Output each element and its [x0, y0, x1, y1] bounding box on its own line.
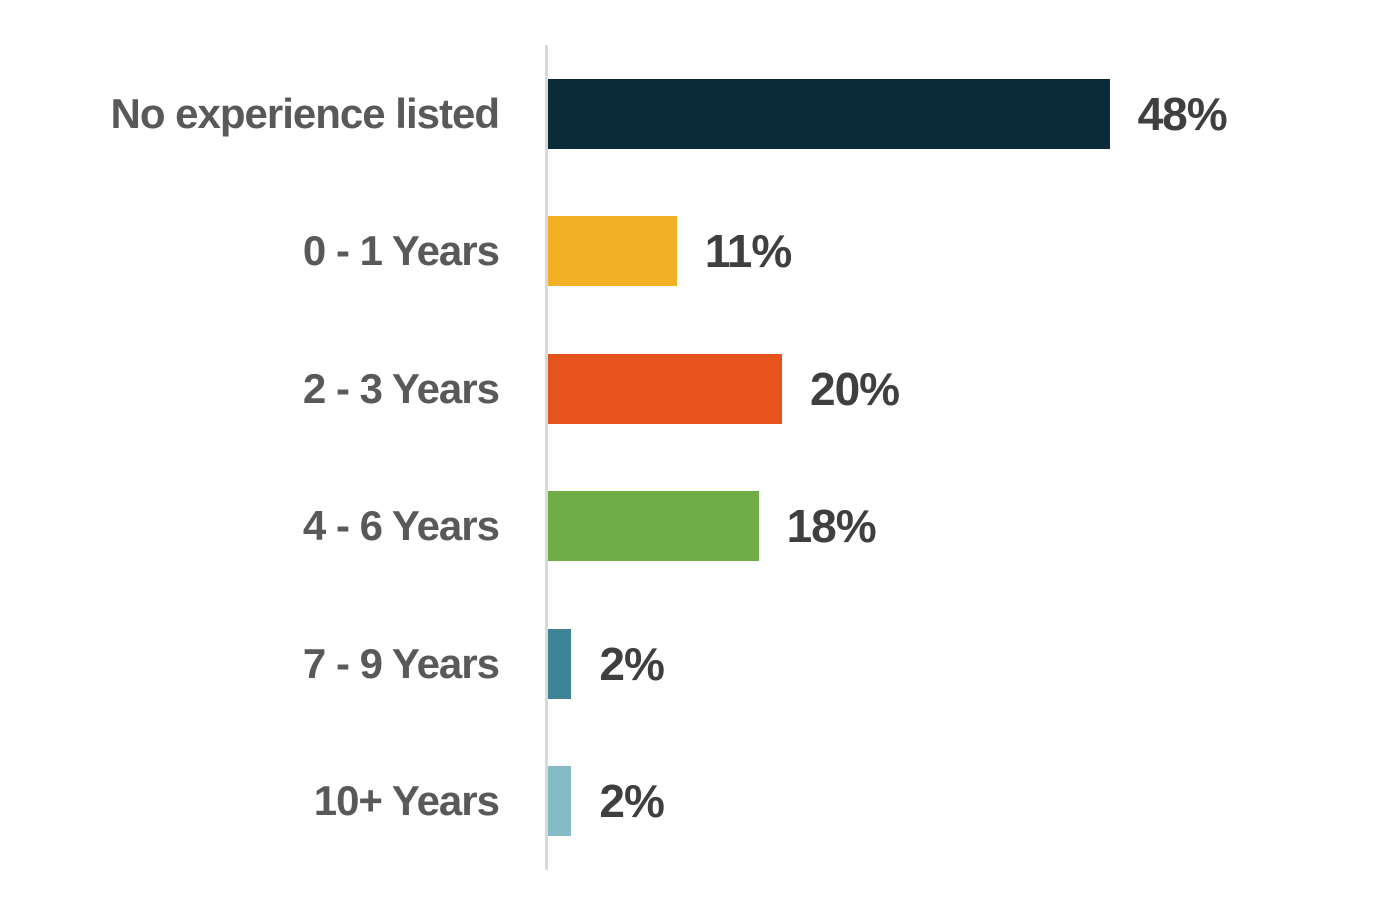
- chart-row-4-6-years: 4 - 6 Years 18%: [0, 458, 1383, 596]
- bar-7-9-years: [548, 628, 572, 699]
- bar-wrap: 48%: [545, 78, 1228, 149]
- category-label: 2 - 3 Years: [302, 364, 500, 412]
- value-label: 11%: [704, 225, 793, 278]
- chart-row-no-experience: No experience listed 48%: [0, 45, 1383, 183]
- bar-4-6-years: [548, 491, 759, 562]
- bar-wrap: 18%: [545, 491, 877, 562]
- chart-row-10-plus-years: 10+ Years 2%: [0, 733, 1383, 871]
- value-label: 48%: [1137, 87, 1228, 140]
- value-label: 2%: [599, 637, 664, 690]
- chart-rows: No experience listed 48% 0 - 1 Years 11%…: [0, 45, 1383, 870]
- bar-wrap: 20%: [545, 353, 900, 424]
- value-label: 18%: [786, 500, 877, 553]
- bar-wrap: 2%: [545, 766, 665, 837]
- category-label: 0 - 1 Years: [302, 227, 500, 275]
- bar-wrap: 11%: [545, 216, 793, 287]
- value-label: 2%: [599, 775, 664, 828]
- bar-10-plus-years: [548, 766, 572, 837]
- chart-row-7-9-years: 7 - 9 Years 2%: [0, 595, 1383, 733]
- bar-no-experience: [548, 78, 1110, 149]
- value-label: 20%: [810, 362, 900, 415]
- category-label: 7 - 9 Years: [302, 639, 500, 687]
- bar-wrap: 2%: [545, 628, 665, 699]
- y-axis-line: [545, 45, 548, 870]
- category-label: 10+ Years: [313, 777, 500, 825]
- bar-2-3-years: [548, 353, 782, 424]
- category-label: 4 - 6 Years: [302, 502, 500, 550]
- bar-0-1-years: [548, 216, 677, 287]
- chart-row-2-3-years: 2 - 3 Years 20%: [0, 320, 1383, 458]
- chart-row-0-1-years: 0 - 1 Years 11%: [0, 183, 1383, 321]
- category-label: No experience listed: [110, 89, 501, 137]
